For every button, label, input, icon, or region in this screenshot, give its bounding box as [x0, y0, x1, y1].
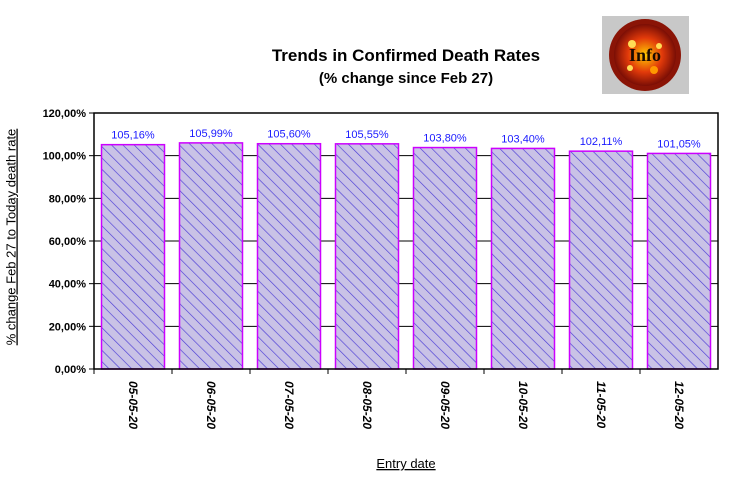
x-tick-label: 07-05-20 [282, 381, 296, 429]
data-label: 102,11% [580, 136, 623, 148]
x-tick-label: 05-05-20 [126, 381, 140, 429]
y-tick-label: 20,00% [49, 321, 87, 333]
info-logo: Info [602, 16, 689, 94]
y-axis-title: % change Feb 27 to Today death rate [3, 129, 18, 346]
plot-frame [93, 112, 719, 370]
x-tick-label: 12-05-20 [672, 381, 686, 429]
bar [490, 147, 556, 370]
y-tick-label: 80,00% [49, 193, 87, 205]
x-tick-label: 06-05-20 [204, 381, 218, 429]
data-label: 105,55% [345, 129, 389, 141]
y-tick-label: 60,00% [49, 236, 87, 248]
bar [568, 150, 634, 370]
y-tick-label: 120,00% [43, 108, 87, 120]
y-tick-label: 0,00% [55, 364, 86, 376]
data-label: 105,60% [267, 129, 311, 141]
data-label: 103,80% [423, 133, 467, 145]
data-label: 103,40% [501, 133, 545, 145]
y-tick-label: 100,00% [43, 151, 87, 163]
x-tick-label: 10-05-20 [516, 381, 530, 429]
data-label: 105,99% [189, 128, 233, 140]
data-label: 105,16% [111, 130, 155, 142]
x-axis-title: Entry date [376, 456, 435, 471]
bars [100, 142, 712, 370]
x-tick-label: 08-05-20 [360, 381, 374, 429]
x-tick-label: 09-05-20 [438, 381, 452, 429]
x-tick-label: 11-05-20 [594, 381, 608, 428]
bar [100, 143, 166, 370]
chart-subtitle: (% change since Feb 27) [318, 70, 494, 87]
chart-title: Trends in Confirmed Death Rates [271, 46, 541, 65]
bar [412, 146, 478, 370]
data-labels: 105,16% 105,99% 105,60% 105,55% 103,80% 103,4… [111, 128, 701, 151]
virus-info-logo-icon: Info [609, 19, 681, 91]
y-tick-label: 40,00% [49, 279, 87, 291]
bar [256, 142, 322, 370]
bar [646, 152, 712, 370]
logo-text: Info [629, 45, 661, 65]
bar [178, 142, 244, 370]
bar [334, 143, 400, 370]
y-tick-labels: 0,00% 20,00% 40,00% 60,00% 80,00% 100,00% 120,… [43, 108, 87, 376]
data-label: 101,05% [657, 138, 701, 150]
x-tick-labels: 05-05-20 06-05-20 07-05-20 08-05-20 09-05-20… [126, 381, 686, 429]
